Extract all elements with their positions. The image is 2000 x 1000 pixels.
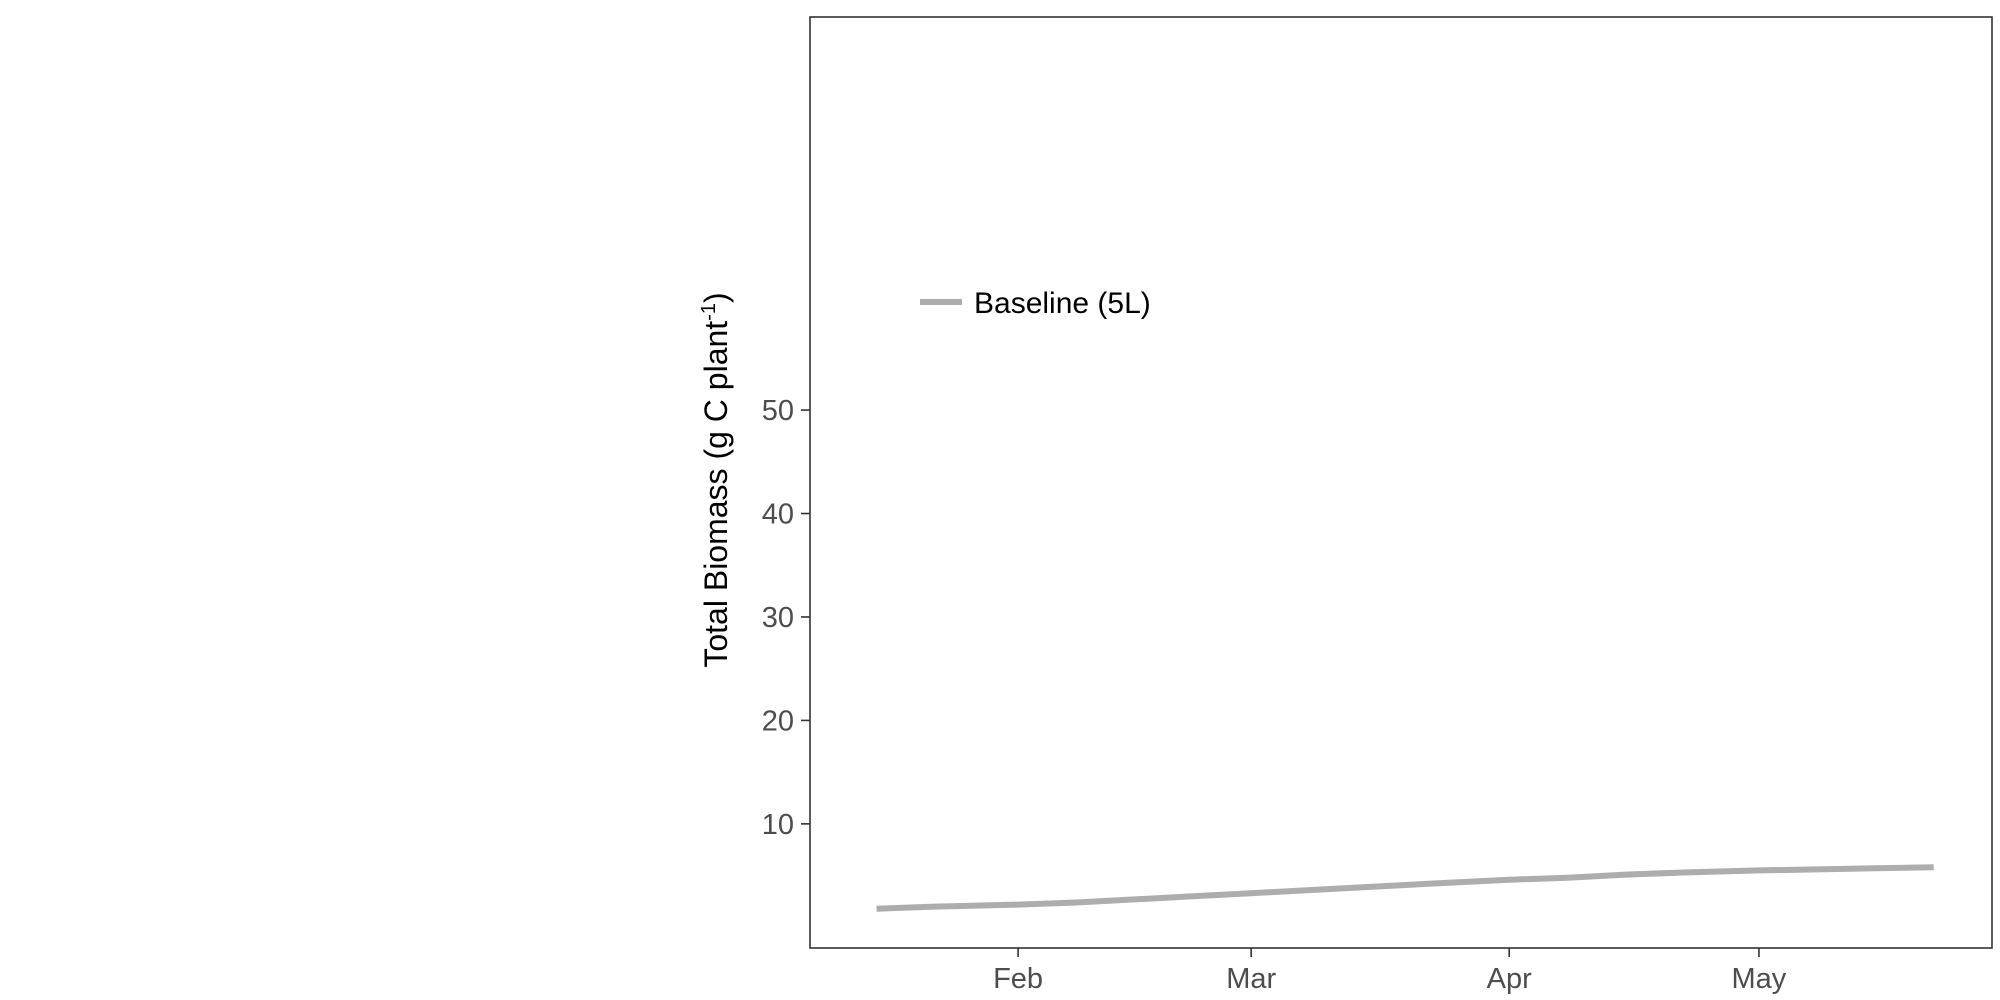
- legend-label-baseline: Baseline (5L): [974, 287, 1151, 320]
- series-line-0: [876, 864, 1934, 912]
- y-tick-label-40: 40: [762, 499, 794, 531]
- plot-panel-border: [809, 16, 1993, 949]
- y-axis: 10 20 30 40 50: [762, 395, 810, 841]
- y-tick-label-50: 50: [762, 395, 794, 427]
- x-tick-label-feb: Feb: [993, 963, 1043, 995]
- x-tick-label-apr: Apr: [1487, 963, 1532, 995]
- y-tick-label-20: 20: [762, 705, 794, 737]
- y-axis-title-superscript: -1: [698, 303, 720, 321]
- y-tick-label-10: 10: [762, 809, 794, 841]
- series-layer: [876, 864, 1934, 912]
- y-axis-title: Total Biomass (g C plant-1): [698, 292, 734, 667]
- x-tick-label-may: May: [1732, 963, 1787, 995]
- x-tick-label-mar: Mar: [1226, 963, 1276, 995]
- y-tick-label-30: 30: [762, 602, 794, 634]
- y-axis-title-main: Total Biomass (g C plant: [698, 321, 734, 668]
- x-axis: Feb Mar Apr May: [993, 948, 1787, 995]
- legend: Baseline (5L): [920, 287, 1151, 320]
- y-axis-title-suffix: ): [698, 292, 734, 303]
